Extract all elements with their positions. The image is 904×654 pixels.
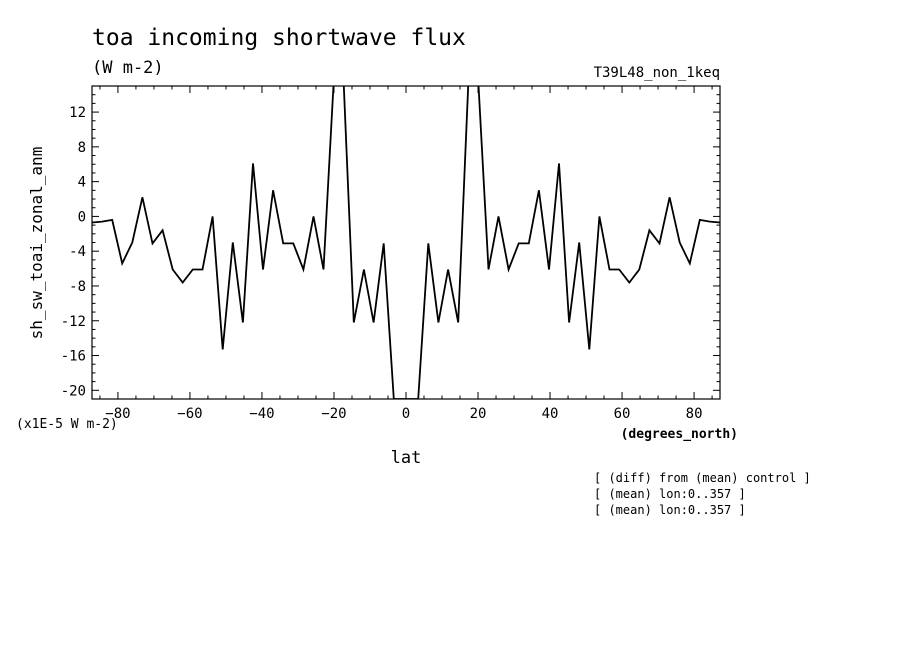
y-tick-label: 4 — [78, 175, 86, 191]
chart-title: toa incoming shortwave flux — [92, 25, 466, 51]
y-tick-label: -20 — [61, 383, 86, 399]
x-tick-label: 80 — [686, 406, 703, 422]
x-tick-label: −60 — [177, 406, 202, 422]
note-line-3: [ (mean) lon:0..357 ] — [594, 503, 746, 517]
y-tick-label: 12 — [69, 105, 86, 121]
x-axis-label: lat — [391, 448, 422, 468]
series-line — [92, 86, 720, 399]
note-line-2: [ (mean) lon:0..357 ] — [594, 487, 746, 501]
y-tick-label: 0 — [78, 209, 86, 225]
x-ticks: −80 −60 −40 −20 0 20 40 60 80 — [99, 86, 713, 422]
note-line-1: [ (diff) from (mean) control ] — [594, 471, 811, 485]
x-tick-label: −40 — [249, 406, 274, 422]
y-tick-label: -8 — [69, 279, 86, 295]
y-scale-note: (x1E-5 W m-2) — [16, 417, 118, 432]
x-tick-label: −20 — [321, 406, 346, 422]
x-tick-label: 0 — [402, 406, 410, 422]
y-tick-label: -16 — [61, 349, 86, 365]
x-tick-label: 20 — [470, 406, 487, 422]
experiment-label: T39L48_non_1keq — [594, 65, 720, 81]
y-tick-label: 8 — [78, 140, 86, 156]
x-units-label: (degrees_north) — [621, 427, 738, 442]
y-axis-label: sh_sw_toai_zonal_anm — [27, 147, 46, 340]
y-tick-label: -4 — [69, 244, 86, 260]
chart-units: (W m-2) — [92, 58, 164, 78]
x-tick-label: 40 — [542, 406, 559, 422]
x-tick-label: 60 — [614, 406, 631, 422]
y-tick-label: -12 — [61, 314, 86, 330]
plot-frame — [91, 85, 721, 400]
y-ticks: 12 8 4 0 -4 -8 -12 -16 -20 — [61, 85, 720, 400]
x-tick-label: −80 — [105, 406, 130, 422]
